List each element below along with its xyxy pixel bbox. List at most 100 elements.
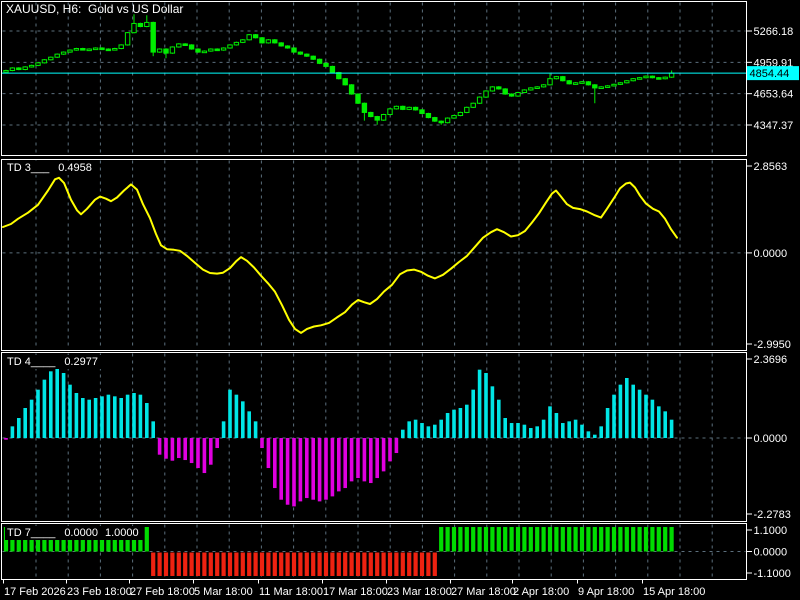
- price-axis-label: 4347.37: [754, 120, 794, 132]
- candle: [393, 105, 400, 110]
- candle: [560, 75, 566, 82]
- td4-bar: [4, 438, 8, 440]
- td7-bar-up: [515, 527, 521, 552]
- td4-bar: [36, 389, 40, 439]
- candle-body: [86, 48, 92, 52]
- td4-bar: [298, 438, 303, 502]
- td7-bar-up: [560, 527, 565, 552]
- td4-bar: [433, 424, 437, 439]
- td4-bar: [593, 434, 597, 439]
- td4-pane[interactable]: [1, 352, 747, 522]
- td4-bar: [394, 438, 399, 454]
- candle: [355, 93, 361, 104]
- grid-layer: [2, 2, 746, 579]
- td7-bar-up: [528, 527, 533, 552]
- td4-indicator-value: 0.2977: [64, 356, 98, 368]
- candle-body: [144, 21, 150, 28]
- td4-bar: [458, 408, 463, 439]
- td7-bar-up: [643, 527, 649, 552]
- candle: [124, 31, 131, 46]
- candle: [400, 105, 406, 111]
- candle-body: [425, 112, 432, 119]
- td7-bar-down: [189, 552, 194, 576]
- td7-bar-down: [266, 552, 271, 576]
- td7-bar-down: [221, 552, 226, 576]
- td7-bar-up: [458, 527, 463, 552]
- td7-bar-down: [311, 552, 316, 576]
- candle: [22, 66, 28, 71]
- candle-body: [496, 86, 502, 90]
- td4-bar: [439, 419, 443, 439]
- candle-body: [400, 105, 406, 110]
- td7-bar-up: [477, 527, 482, 552]
- candle: [521, 89, 528, 94]
- candle-body: [240, 39, 246, 43]
- candle-body: [380, 114, 387, 121]
- td4-bar: [535, 426, 539, 439]
- td7-bar-down: [387, 552, 393, 576]
- candle: [156, 48, 163, 53]
- candle: [214, 48, 220, 52]
- td4-bar: [87, 399, 91, 439]
- candle-body: [214, 48, 220, 52]
- td7-bar-up: [656, 527, 661, 552]
- candle-body: [118, 44, 124, 50]
- td4-bar: [138, 394, 143, 439]
- time-axis-label: 23 Feb 18:00: [67, 586, 132, 598]
- candle: [137, 22, 144, 28]
- candle: [483, 90, 489, 98]
- td3-pane[interactable]: [1, 159, 747, 351]
- td7-bar-up: [637, 527, 642, 552]
- td4-bar: [305, 438, 309, 499]
- td7-bar-down: [419, 552, 425, 576]
- td4-pane-border: [1, 352, 747, 522]
- candle-body: [278, 42, 284, 47]
- td4-bar: [221, 421, 226, 439]
- main-pane[interactable]: [1, 1, 747, 156]
- candle: [54, 53, 60, 58]
- time-axis-label: 15 Apr 18:00: [643, 586, 705, 598]
- td7-bar-up: [605, 527, 610, 552]
- price-axis-label: -2.2783: [754, 509, 791, 521]
- time-axis-label: 9 Apr 18:00: [578, 586, 634, 598]
- td4-bar: [618, 384, 623, 439]
- td4-bar: [445, 413, 450, 439]
- candle: [412, 106, 419, 111]
- candle: [16, 67, 22, 71]
- candle: [348, 84, 355, 95]
- td4-bar: [93, 398, 98, 439]
- candle-body: [579, 81, 585, 84]
- candle-body: [560, 76, 566, 82]
- candle: [598, 86, 604, 89]
- price-axis[interactable]: 5266.184959.914653.644347.372.85630.0000…: [746, 26, 800, 580]
- candle-body: [163, 48, 169, 54]
- td7-bar-down: [355, 552, 361, 576]
- td7-bar-down: [394, 552, 399, 576]
- td7-bar-down: [272, 552, 277, 576]
- candle: [323, 62, 329, 68]
- td7-bar-up: [579, 527, 585, 552]
- td4-bar: [586, 431, 591, 439]
- td4-bar: [362, 438, 367, 482]
- candle: [380, 113, 387, 121]
- candle-body: [3, 70, 9, 73]
- time-axis-label: 23 Mar 18:00: [387, 586, 452, 598]
- td7-bar-down: [215, 552, 220, 576]
- candle: [41, 59, 48, 64]
- td4-bar: [113, 396, 117, 439]
- time-axis-label: 2 Apr 18:00: [513, 586, 569, 598]
- candle-body: [316, 58, 323, 64]
- td7-bar-up: [573, 527, 578, 552]
- candle-body: [80, 48, 86, 51]
- td7-bar-down: [279, 552, 284, 576]
- candle-body: [374, 116, 380, 121]
- candle-body: [259, 37, 265, 44]
- td7-bar-down: [343, 552, 348, 576]
- td4-bar: [657, 406, 661, 439]
- td7-bar-up: [663, 527, 668, 552]
- price-axis-label: -1.1000: [754, 568, 791, 580]
- td4-bar: [650, 399, 655, 439]
